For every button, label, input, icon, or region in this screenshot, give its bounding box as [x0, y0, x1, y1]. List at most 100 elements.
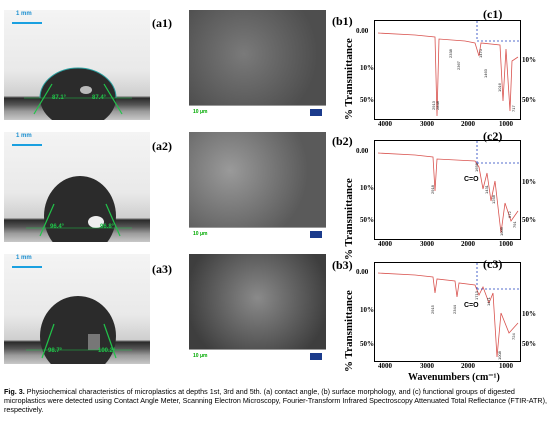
xtick-c2-3: 1000 [499, 240, 513, 248]
panel-label-c3: (c3) [483, 257, 503, 271]
peak-label: 791 [512, 221, 517, 228]
figure-label: Fig. 3. [4, 387, 25, 396]
peak-label: 724 [511, 333, 516, 340]
y-axis-label-top: % Transmittance [343, 38, 355, 120]
left-angle: 98.7° [48, 348, 63, 354]
ytick-c3-0: 0.00 [356, 268, 369, 276]
scale-text: 1 mm [16, 11, 32, 17]
xtick-c1-1: 3000 [420, 120, 434, 128]
ytick-right-c3-1: 10% [522, 310, 536, 318]
co-label-c2: C=O [464, 176, 479, 183]
xtick-c3-1: 3000 [420, 362, 434, 370]
ytick-right-c2-1: 10% [522, 178, 536, 186]
scale-bar [12, 144, 42, 146]
ytick-right-c2-2: 50% [522, 216, 536, 224]
ytick-c3-1: 10% [360, 306, 374, 314]
xtick-c1-3: 1000 [499, 120, 513, 128]
xtick-c3-3: 1000 [499, 362, 513, 370]
x-axis-label: Wavenumbers (cm⁻¹) [408, 372, 500, 383]
panel-label-a3: (a3) [152, 262, 172, 276]
left-angle: 96.4° [50, 224, 65, 230]
sem-image-b3: 10 μm [189, 254, 326, 364]
co-label-c3: C=O [464, 302, 479, 309]
ytick-c3-2: 50% [360, 340, 374, 348]
peak-label: 1470 [478, 49, 483, 58]
panel-label-a2: (a2) [152, 139, 172, 153]
ytick-c1-0: 0.00 [356, 27, 369, 35]
y-axis-label-bottom: % Transmittance [343, 290, 355, 372]
peak-label: 2367 [456, 61, 461, 70]
ftir-chart-c2: (c2) [374, 129, 521, 240]
panel-label-b3: (b3) [332, 258, 353, 272]
peak-label: 1009 [499, 227, 504, 236]
sem-logo [310, 353, 322, 360]
caption-text: Physiochemical characteristics of microp… [4, 387, 548, 414]
ytick-right-c1-2: 50% [522, 96, 536, 104]
y-axis-label: % Transmittance [343, 178, 355, 260]
figure-caption: Fig. 3. Physiochemical characteristics o… [4, 387, 550, 414]
peak-label: 1258 [491, 195, 496, 204]
sem-image-b2: 10 μm [189, 132, 326, 242]
droplet [24, 67, 132, 120]
xtick-c3-0: 4000 [378, 362, 392, 370]
scale-text: 1 mm [16, 133, 32, 139]
peak-label: 1431 [484, 185, 489, 194]
panel-label-c2: (c2) [483, 129, 503, 143]
ytick-c1-1: 10% [360, 64, 374, 72]
peak-label: 1471 [486, 297, 491, 306]
ytick-c2-1: 10% [360, 184, 374, 192]
ftir-spectrum-c2 [377, 141, 520, 234]
ytick-right-c1-1: 10% [522, 56, 536, 64]
ftir-spectrum-c1 [377, 21, 520, 117]
xtick-c3-2: 2000 [461, 362, 475, 370]
peak-label: 1008 [497, 351, 502, 360]
sem-logo [310, 231, 322, 238]
sem-scalebar-text: 10 μm [193, 231, 208, 237]
peak-label: 2344 [452, 305, 457, 314]
ftir-chart-c3: (c3) [374, 257, 521, 362]
peak-label: 1713 [474, 291, 479, 300]
ytick-right-c3-2: 50% [522, 340, 536, 348]
peak-label: 717 [511, 105, 516, 112]
ytick-c1-2: 50% [360, 96, 374, 104]
scale-bar [12, 22, 42, 24]
xtick-c1-0: 4000 [378, 120, 392, 128]
panel-label-b1: (b1) [332, 14, 353, 28]
droplet [26, 296, 132, 364]
sem-info-bar: 10 μm [189, 227, 326, 242]
panel-label-a1: (a1) [152, 16, 172, 30]
ftir-spectrum-c3 [377, 263, 520, 358]
right-angle: 100.2° [98, 348, 116, 354]
ytick-c2-0: 0.00 [356, 147, 369, 155]
peak-label: 1016 [497, 83, 502, 92]
xtick-c2-1: 3000 [420, 240, 434, 248]
peak-label: 2338 [448, 49, 453, 58]
sem-logo [310, 109, 322, 116]
ftir-chart-c1: (c1) [374, 7, 521, 120]
sem-scalebar-text: 10 μm [193, 109, 208, 115]
peak-label: 2915 [430, 305, 435, 314]
scale-bar [12, 266, 42, 268]
peak-label: 1656 [474, 163, 479, 172]
sem-info-bar: 10 μm [189, 105, 326, 120]
sem-scalebar-text: 10 μm [193, 353, 208, 359]
contact-angle-image-a2: 1 mm 96.4° 96.8° [4, 132, 150, 242]
ytick-c2-2: 50% [360, 216, 374, 224]
sem-info-bar: 10 μm [189, 349, 326, 364]
peak-label: 2848 [435, 101, 440, 110]
left-angle: 87.1° [52, 95, 67, 101]
peak-label: 872 [507, 211, 512, 218]
peak-label: 1463 [483, 69, 488, 78]
xtick-c2-2: 2000 [461, 240, 475, 248]
right-angle: 87.4° [92, 95, 107, 101]
droplet [26, 176, 132, 242]
sem-image-b1: 10 μm [189, 10, 326, 120]
xtick-c2-0: 4000 [378, 240, 392, 248]
contact-angle-image-a3: 1 mm 98.7° 100.2° [4, 254, 150, 364]
peak-label: 2918 [430, 185, 435, 194]
panel-label-c1: (c1) [483, 7, 503, 21]
contact-angle-image-a1: 1 mm 87.1° 87.4° [4, 10, 150, 120]
panel-label-b2: (b2) [332, 134, 353, 148]
xtick-c1-2: 2000 [461, 120, 475, 128]
right-angle: 96.8° [100, 224, 115, 230]
